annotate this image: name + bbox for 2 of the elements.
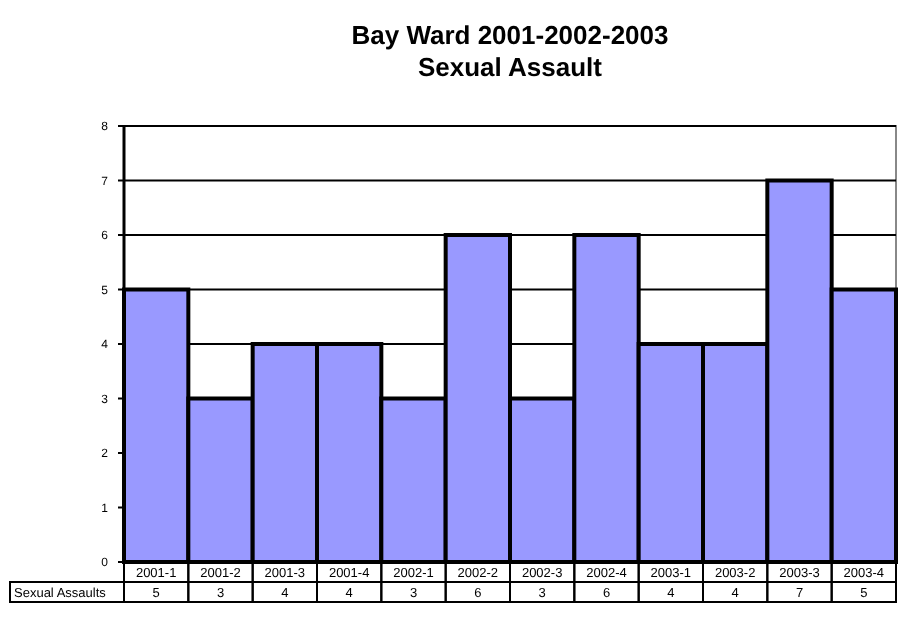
chart-title: Bay Ward 2001-2002-2003 [351, 20, 669, 50]
chart-subtitle: Sexual Assault [417, 52, 604, 82]
